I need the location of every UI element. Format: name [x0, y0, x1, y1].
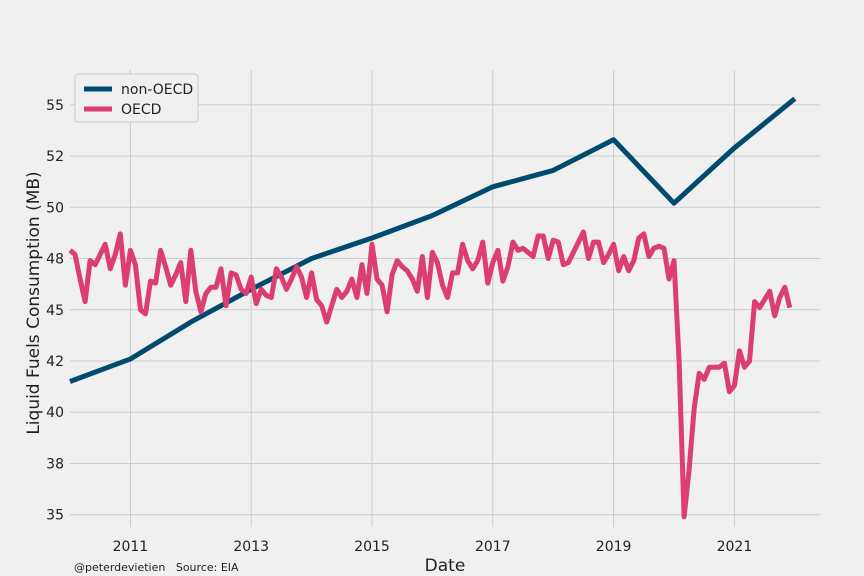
y-tick-label: 45: [46, 303, 64, 319]
series-line-oecd: [68, 229, 793, 520]
x-tick-label: 2021: [717, 539, 753, 555]
y-tick-label: 42: [46, 354, 64, 370]
x-tick-labels: 2011 2013 2015 2017 2019 2021: [113, 539, 753, 555]
y-tick-labels: 35 38 40 42 45 48 50 52 55: [46, 98, 64, 524]
y-tick-label: 52: [46, 149, 64, 165]
x-tick-label: 2013: [233, 539, 269, 555]
series-line-non-oecd: [69, 96, 797, 384]
x-tick-label: 2011: [113, 539, 149, 555]
y-axis-label: Liquid Fuels Consumption (MB): [24, 171, 44, 434]
x-tick-label: 2019: [596, 539, 632, 555]
y-tick-label: 55: [46, 98, 64, 114]
y-tick-label: 38: [46, 456, 64, 472]
y-tick-label: 48: [46, 252, 64, 268]
y-tick-label: 40: [46, 405, 64, 421]
source-credit: @peterdevietien Source: EIA: [74, 561, 239, 574]
legend: non-OECD OECD: [74, 73, 199, 123]
x-tick-label: 2017: [475, 539, 511, 555]
legend-label-non-oecd: non-OECD: [121, 82, 193, 98]
series-layer: [68, 96, 797, 520]
x-tick-label: 2015: [354, 539, 390, 555]
x-axis-label: Date: [425, 556, 466, 576]
legend-label-oecd: OECD: [121, 102, 161, 118]
y-tick-label: 35: [46, 508, 64, 524]
y-tick-label: 50: [46, 200, 64, 216]
